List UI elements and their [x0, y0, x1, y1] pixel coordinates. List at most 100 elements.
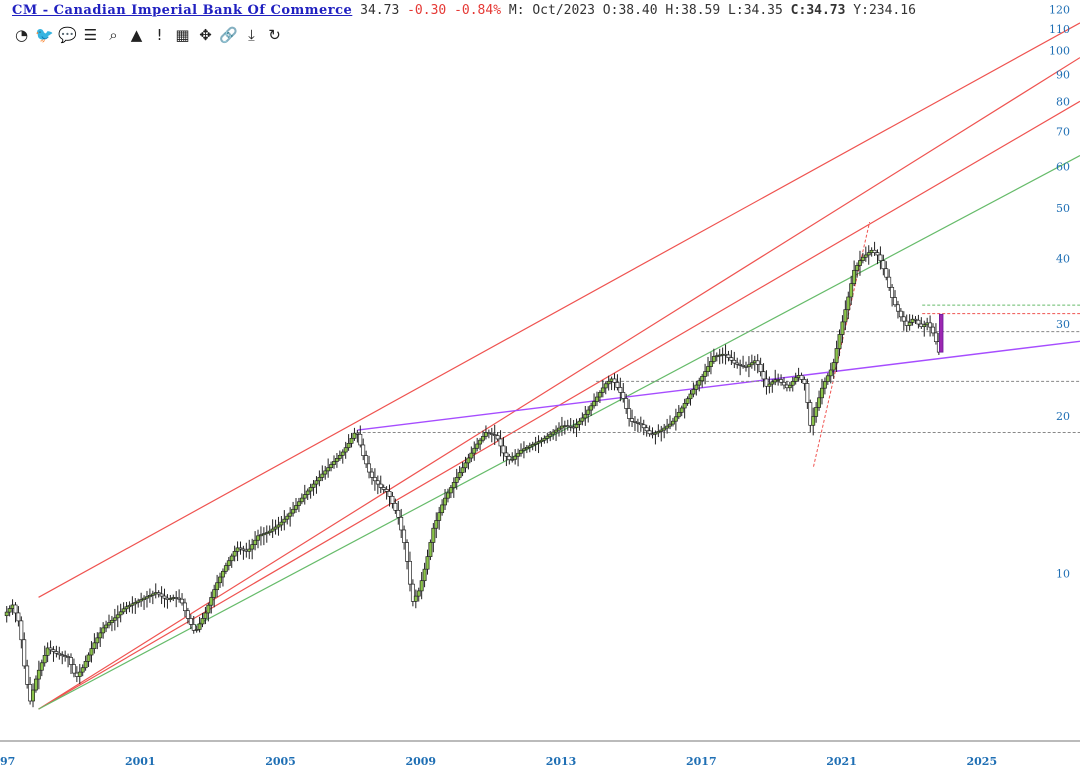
- candle-body: [86, 654, 91, 662]
- candle-body: [852, 269, 857, 285]
- candle-body: [545, 435, 550, 439]
- link-icon[interactable]: 🔗: [219, 25, 238, 44]
- comment-icon[interactable]: 💬: [58, 25, 77, 44]
- candle-body: [346, 442, 351, 449]
- candle-body: [317, 477, 322, 482]
- search-icon[interactable]: ⌕: [109, 25, 118, 44]
- x-tick-label: 2013: [546, 755, 577, 768]
- candle-body: [361, 444, 366, 456]
- download-icon[interactable]: ⤓: [248, 25, 255, 44]
- candle-body: [16, 612, 21, 622]
- candle-body: [349, 437, 354, 444]
- candle-body: [483, 432, 488, 437]
- candle-body: [656, 431, 661, 434]
- candle-body: [559, 425, 564, 429]
- x-tick-label: 2025: [967, 755, 998, 768]
- candle-body: [183, 602, 187, 612]
- price-change: -0.30: [407, 3, 447, 18]
- candle-body: [71, 664, 76, 674]
- close-value: 34.73: [806, 3, 846, 18]
- candle-body: [45, 647, 50, 656]
- candle-body: [893, 297, 897, 306]
- refresh-icon[interactable]: ↻: [268, 25, 281, 44]
- candle-body: [682, 403, 687, 409]
- candle-body: [302, 494, 307, 499]
- y-tick-label: 70: [1056, 126, 1070, 139]
- candle-body: [448, 487, 453, 494]
- candle-body: [542, 437, 547, 441]
- candle-body: [221, 570, 225, 578]
- candle-body: [866, 252, 871, 256]
- candle-body: [659, 429, 664, 432]
- candle-body: [478, 439, 483, 445]
- candle-body: [416, 590, 421, 597]
- list-icon[interactable]: ☰: [83, 25, 98, 44]
- symbol-link[interactable]: CM - Canadian Imperial Bank Of Commerce: [12, 3, 353, 18]
- candle-body: [527, 445, 532, 448]
- candle-body: [109, 619, 114, 624]
- candle-body: [124, 606, 129, 610]
- candle-body: [253, 539, 258, 546]
- candle-body: [860, 256, 865, 261]
- candle-body: [910, 318, 915, 323]
- candle-body: [326, 467, 331, 472]
- candle-body: [600, 387, 605, 393]
- candle-body: [375, 480, 380, 485]
- candle-body: [498, 438, 503, 447]
- candle-body: [145, 596, 149, 599]
- candle-body: [557, 427, 561, 431]
- candle-body: [410, 583, 415, 602]
- y-tick-label: 80: [1056, 95, 1070, 108]
- candle-body: [311, 483, 316, 488]
- candle-body: [878, 254, 883, 262]
- candle-body: [256, 535, 260, 541]
- candle-body: [95, 637, 100, 644]
- candle-body: [466, 457, 471, 464]
- high-value: 38.59: [681, 3, 721, 18]
- candle-body: [405, 542, 409, 562]
- candle-body: [583, 413, 588, 419]
- candle-body: [577, 420, 582, 425]
- last-price: 34.73: [360, 3, 400, 18]
- candle-body: [107, 622, 111, 626]
- candle-body: [612, 378, 617, 383]
- candle-body: [7, 608, 12, 613]
- exclamation-icon[interactable]: !: [156, 25, 163, 44]
- candle-body: [530, 444, 535, 447]
- y-tick-label: 60: [1056, 161, 1070, 174]
- candle-body: [647, 430, 652, 435]
- candle-body: [863, 254, 868, 258]
- candle-body: [457, 472, 462, 478]
- candle-body: [802, 379, 807, 384]
- candle-body: [580, 417, 585, 422]
- candle-body: [931, 326, 935, 334]
- candle-body: [662, 427, 667, 431]
- candle-body: [872, 249, 877, 253]
- candle-body: [729, 357, 734, 361]
- candle-body: [536, 441, 541, 444]
- candle-body: [586, 409, 591, 415]
- y-tick-label: 110: [1049, 23, 1070, 36]
- candle-body: [299, 497, 304, 503]
- twitter-icon[interactable]: 🐦: [35, 25, 54, 44]
- candle-body: [770, 381, 775, 385]
- candle-body: [33, 678, 38, 691]
- candle-body: [308, 487, 313, 492]
- dashboard-icon[interactable]: ◔: [14, 25, 29, 44]
- warning-icon[interactable]: ▲: [130, 25, 143, 44]
- candle-body: [539, 439, 544, 442]
- candle-body: [159, 593, 164, 597]
- candle-body: [42, 655, 47, 664]
- candle-body: [431, 527, 436, 543]
- candle-body: [267, 530, 272, 533]
- candle-body: [180, 598, 184, 604]
- period-label: M: Oct/2023: [508, 3, 595, 18]
- candle-body: [858, 260, 862, 266]
- move-icon[interactable]: ✥: [199, 25, 212, 44]
- calendar-icon[interactable]: ▦: [175, 25, 190, 44]
- candle-body: [57, 652, 62, 656]
- candle-body: [875, 252, 880, 256]
- candle-body: [896, 304, 900, 312]
- candle-body: [492, 434, 497, 436]
